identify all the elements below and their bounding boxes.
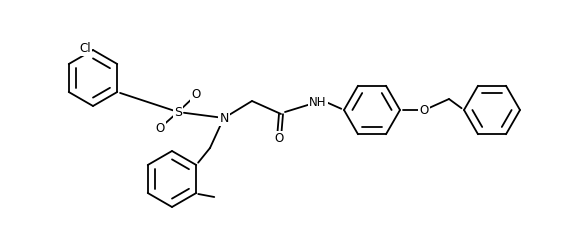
Text: O: O bbox=[419, 103, 428, 117]
Text: S: S bbox=[174, 106, 182, 118]
Text: N: N bbox=[219, 111, 229, 124]
Text: O: O bbox=[156, 121, 165, 135]
Text: O: O bbox=[192, 88, 201, 102]
Text: O: O bbox=[275, 132, 284, 145]
Text: NH: NH bbox=[309, 95, 327, 109]
Text: Cl: Cl bbox=[79, 43, 91, 55]
